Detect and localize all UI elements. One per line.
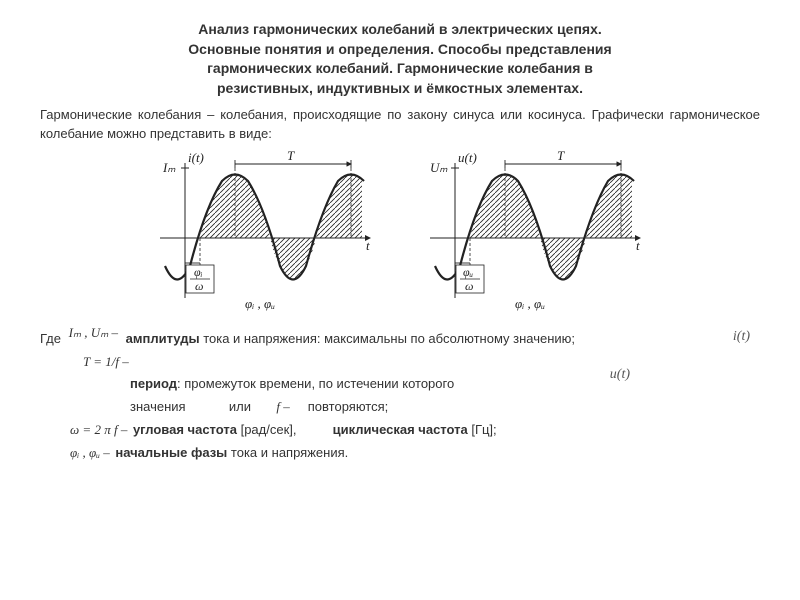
overlay-ut: u(t) (610, 367, 630, 383)
period-bold: период (130, 376, 177, 391)
definitions-block: Где Iₘ , Uₘ – амплитуды тока и напряжени… (40, 323, 760, 464)
period-l2a: значения (130, 399, 186, 414)
y-axis-label: u(t) (458, 150, 477, 165)
charts-row: T Iₘ i(t) t φᵢ ω φᵢ , φᵤ T (40, 148, 760, 313)
x-axis-label: t (636, 238, 640, 253)
title-line: резистивных, индуктивных и ёмкостных эле… (217, 80, 583, 96)
sine-chart-voltage: T Uₘ u(t) t φᵤ ω φᵢ , φᵤ (420, 148, 650, 313)
phase-sub: φᵢ , φᵤ (515, 296, 545, 311)
period-label: T (557, 148, 565, 163)
amp-bold: амплитуды (126, 331, 200, 346)
phase-rest: тока и напряжения. (227, 445, 348, 460)
omega-bold1: угловая частота (133, 422, 237, 437)
omega-def: ω = 2 π f – угловая частота [рад/сек], ц… (70, 420, 760, 441)
phase-def: φᵢ , φᵤ – начальные фазы тока и напряжен… (70, 443, 760, 464)
omega-unit1: [рад/сек], (237, 422, 297, 437)
freq-sym: f – (276, 399, 289, 414)
intro-paragraph: Гармонические колебания – колебания, про… (40, 106, 760, 142)
amp-def: Где Iₘ , Uₘ – амплитуды тока и напряжени… (40, 323, 760, 350)
y-axis-label: i(t) (188, 150, 204, 165)
amp-label: Iₘ (162, 160, 176, 175)
period-formula: T = 1/f – (80, 353, 132, 370)
omega-formula: ω = 2 π f – (70, 422, 127, 437)
phase-sym: φᵢ , φᵤ – (70, 445, 110, 460)
where-prefix: Где (40, 331, 61, 346)
title-line: Анализ гармонических колебаний в электри… (198, 21, 602, 37)
phase-bot: ω (465, 279, 473, 293)
period-label: T (287, 148, 295, 163)
phase-bold: начальные фазы (115, 445, 227, 460)
title-line: Основные понятия и определения. Способы … (188, 41, 611, 57)
omega-unit2: [Гц]; (468, 422, 497, 437)
period-rest: : промежуток времени, по истечении котор… (177, 376, 454, 391)
phase-sub: φᵢ , φᵤ (245, 296, 275, 311)
period-line2: значения или f – повторяются; (130, 397, 760, 418)
phase-top: φᵤ (463, 265, 473, 279)
period-l2b: повторяются; (308, 399, 388, 414)
period-line: период: промежуток времени, по истечении… (130, 374, 760, 395)
omega-bold2: циклическая частота (333, 422, 468, 437)
title-line: гармонических колебаний. Гармонические к… (207, 60, 593, 76)
page-title: Анализ гармонических колебаний в электри… (40, 20, 760, 98)
phase-top: φᵢ (194, 265, 203, 279)
period-def: T = 1/f – (80, 352, 760, 373)
amp-rest: тока и напряжения: максимальны по абсолю… (200, 331, 575, 346)
overlay-it: i(t) (733, 329, 750, 345)
phase-bot: ω (195, 279, 203, 293)
amp-symbols: Iₘ , Uₘ – (69, 325, 118, 340)
sine-chart-current: T Iₘ i(t) t φᵢ ω φᵢ , φᵤ (150, 148, 380, 313)
amp-label: Uₘ (430, 160, 448, 175)
x-axis-label: t (366, 238, 370, 253)
period-l2mid: или (229, 399, 251, 414)
